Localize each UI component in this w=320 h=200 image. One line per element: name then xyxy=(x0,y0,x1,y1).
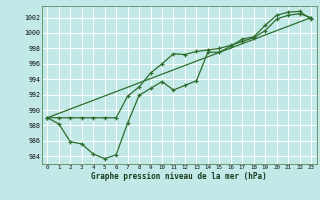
X-axis label: Graphe pression niveau de la mer (hPa): Graphe pression niveau de la mer (hPa) xyxy=(91,172,267,181)
